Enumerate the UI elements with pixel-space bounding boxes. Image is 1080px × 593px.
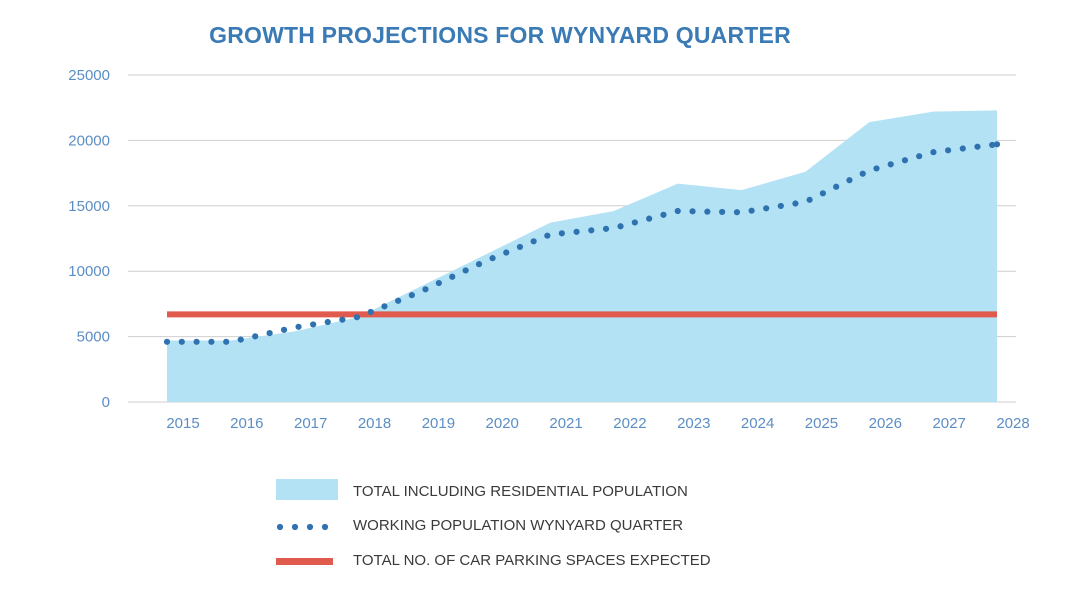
legend-swatch-area (276, 479, 338, 500)
working-dot-56 (959, 145, 966, 152)
working-dot-51 (887, 161, 894, 168)
x-tick-label-2019: 2019 (422, 415, 455, 432)
chart-plot: 0 5000 10000 15000 20000 25000 2015 2016 2017 201… (68, 67, 1029, 432)
working-dot-31 (602, 225, 610, 232)
legend: TOTAL INCLUDING RESIDENTIAL POPULATION W… (276, 478, 976, 580)
x-tick-label-2022: 2022 (613, 415, 646, 432)
working-dot-40 (733, 209, 741, 216)
working-dot-57 (974, 143, 981, 150)
working-dot-42 (763, 205, 770, 212)
legend-label-working: WORKING POPULATION WYNYARD QUARTER (353, 517, 684, 534)
working-dot-44 (792, 200, 799, 207)
working-dot-48 (846, 177, 853, 184)
legend-label-parking: TOTAL NO. OF CAR PARKING SPACES EXPECTED (353, 552, 711, 569)
working-dot-33 (631, 219, 638, 226)
x-tick-label-2027: 2027 (932, 415, 965, 432)
working-dot-10 (310, 321, 317, 328)
x-tick-label-2018: 2018 (358, 415, 391, 432)
working-dot-38 (704, 208, 711, 215)
y-tick-label-25000: 25000 (68, 67, 110, 84)
working-dot-36 (674, 207, 681, 215)
working-dot-49 (859, 170, 866, 177)
y-tick-label-10000: 10000 (68, 263, 110, 280)
y-tick-label-0: 0 (102, 394, 110, 411)
x-tick-label-2023: 2023 (677, 415, 710, 432)
working-dot-32 (617, 223, 624, 230)
working-dot-30 (588, 227, 595, 234)
y-tick-label-20000: 20000 (68, 132, 110, 149)
working-dot-52 (901, 157, 909, 164)
legend-item-total: TOTAL INCLUDING RESIDENTIAL POPULATION (276, 478, 976, 512)
working-dot-24 (503, 249, 510, 256)
y-tick-label-5000: 5000 (77, 329, 110, 346)
working-dot-23 (489, 255, 496, 262)
working-dot-20 (449, 273, 456, 280)
legend-item-working: WORKING POPULATION WYNYARD QUARTER (276, 512, 976, 546)
working-dot-28 (558, 230, 565, 237)
working-dot-29 (573, 228, 580, 235)
working-dot-55 (944, 147, 952, 154)
working-dot-26 (530, 238, 537, 245)
x-tick-label-2016: 2016 (230, 415, 263, 432)
y-tick-label-15000: 15000 (68, 198, 110, 215)
working-dot-22 (475, 261, 483, 268)
working-dot-9 (295, 323, 302, 330)
working-dot-25 (516, 243, 524, 251)
working-dot-18 (422, 286, 429, 293)
legend-dot (306, 523, 314, 531)
working-dot-2 (193, 338, 200, 345)
working-dot-27 (544, 232, 551, 239)
x-tick-label-2026: 2026 (869, 415, 902, 432)
working-dot-37 (689, 208, 696, 215)
working-dot-16 (395, 297, 402, 304)
working-dot-5 (237, 336, 244, 343)
working-dot-41 (748, 207, 755, 214)
series-area-total (167, 110, 997, 402)
chart-title: GROWTH PROJECTIONS FOR WYNYARD QUARTER (209, 22, 791, 48)
working-dot-34 (646, 215, 653, 222)
x-tick-label-2015: 2015 (166, 415, 199, 432)
working-dot-53 (916, 153, 923, 160)
working-dot-58 (989, 141, 996, 149)
working-dot-13 (353, 314, 361, 321)
working-dot-7 (266, 329, 273, 337)
working-dot-19 (435, 279, 442, 287)
legend-label-total: TOTAL INCLUDING RESIDENTIAL POPULATION (353, 483, 688, 500)
working-dot-50 (873, 165, 880, 172)
x-tick-label-2021: 2021 (549, 415, 582, 432)
working-dot-12 (339, 316, 346, 323)
working-dot-0 (163, 338, 171, 345)
x-tick-label-2025: 2025 (805, 415, 838, 432)
working-dot-11 (324, 318, 331, 326)
working-dot-14 (367, 308, 374, 316)
working-dot-4 (223, 338, 230, 345)
working-dot-46 (819, 190, 826, 197)
x-tick-label-2020: 2020 (486, 415, 519, 432)
x-tick-label-2028: 2028 (996, 415, 1029, 432)
working-dot-6 (252, 333, 259, 340)
working-dot-39 (719, 208, 726, 216)
legend-dot (321, 523, 329, 531)
working-dot-8 (280, 326, 288, 333)
working-dot-47 (833, 183, 840, 190)
working-dot-17 (408, 292, 415, 299)
working-dot-45 (806, 196, 813, 203)
legend-swatch-dotted (276, 523, 329, 531)
x-tick-label-2017: 2017 (294, 415, 327, 432)
legend-swatch-line (276, 558, 333, 565)
legend-dot (291, 523, 299, 531)
working-dot-59 (993, 141, 1001, 148)
working-dot-35 (660, 211, 667, 218)
working-dot-54 (930, 149, 937, 156)
working-dot-43 (777, 202, 784, 210)
working-dot-3 (208, 338, 215, 345)
legend-dot (276, 523, 284, 531)
x-tick-label-2024: 2024 (741, 415, 774, 432)
legend-item-parking: TOTAL NO. OF CAR PARKING SPACES EXPECTED (276, 546, 976, 580)
working-dot-1 (178, 338, 185, 345)
working-dot-21 (462, 267, 469, 274)
working-dot-15 (381, 303, 388, 310)
